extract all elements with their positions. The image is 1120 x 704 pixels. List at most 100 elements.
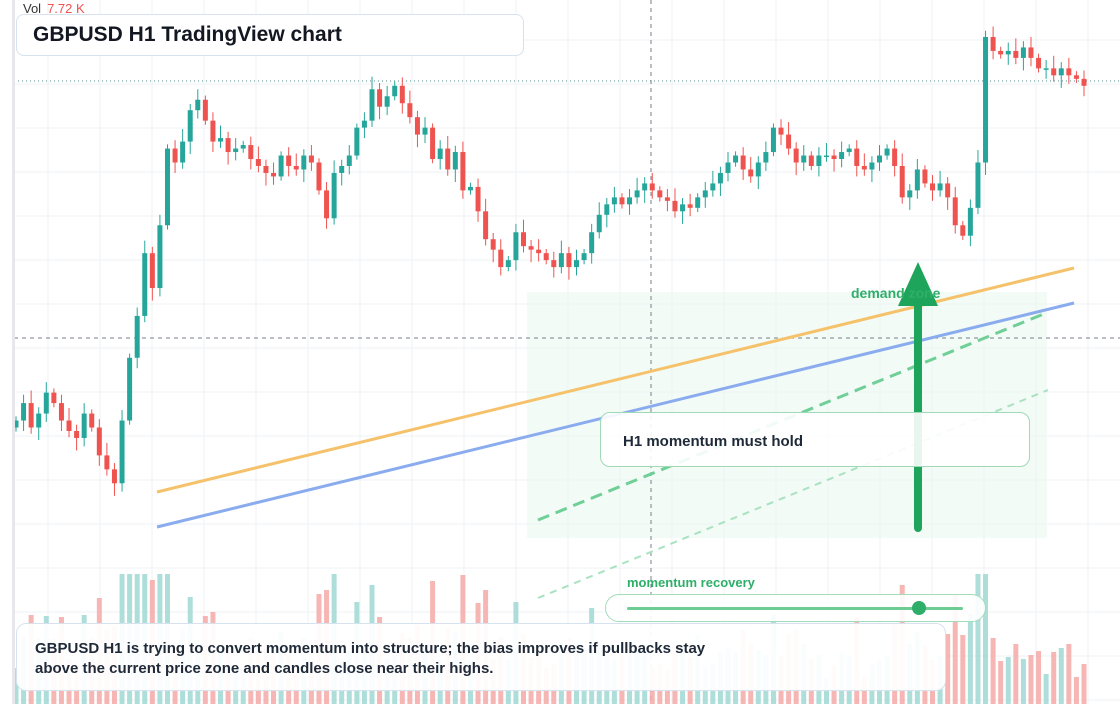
candle	[346, 145, 352, 175]
candle	[445, 136, 451, 176]
candle-body	[149, 253, 155, 289]
candle	[248, 136, 254, 170]
candle-body	[51, 392, 57, 404]
candle	[1051, 55, 1057, 82]
candle-body	[543, 253, 549, 261]
candle	[1081, 70, 1087, 97]
candle-body	[710, 183, 716, 191]
slider-track[interactable]	[627, 607, 963, 610]
candle	[869, 156, 875, 183]
candle	[460, 141, 466, 199]
volume-bar	[967, 614, 973, 704]
candle-body	[286, 155, 292, 166]
candle-body	[324, 190, 330, 219]
candle	[142, 240, 148, 323]
title-card: GBPUSD H1 TradingView chart	[16, 14, 524, 56]
candle	[649, 172, 655, 199]
candle-body	[998, 50, 1004, 55]
candle-body	[937, 183, 943, 191]
candle	[892, 140, 898, 177]
volume-indicator-label: Vol 7.72 K	[23, 1, 85, 16]
momentum-slider[interactable]	[605, 594, 986, 622]
candle-body	[21, 403, 27, 421]
candle-body	[142, 253, 148, 316]
candle-body	[384, 96, 390, 107]
candle	[111, 463, 117, 496]
volume-bar	[998, 661, 1004, 704]
candle-body	[1073, 75, 1079, 79]
candle-body	[13, 420, 19, 428]
candle-body	[725, 162, 731, 173]
candle-body	[422, 127, 428, 135]
candle	[263, 159, 269, 186]
candle-body	[28, 403, 34, 428]
candle	[1020, 41, 1026, 71]
candle-body	[884, 148, 890, 156]
candle	[157, 214, 163, 297]
volume-bar	[1073, 677, 1079, 704]
volume-bar	[960, 635, 966, 704]
candle	[990, 26, 996, 60]
candle-body	[301, 155, 307, 170]
volume-bar	[1036, 651, 1042, 704]
candle	[36, 407, 42, 441]
slider-thumb[interactable]	[912, 601, 927, 615]
candle-body	[611, 197, 617, 205]
candle-body	[407, 103, 413, 118]
volume-value: 7.72 K	[47, 1, 85, 16]
candle	[361, 112, 367, 139]
candle-body	[475, 186, 481, 212]
candle-body	[945, 183, 951, 198]
candle	[339, 159, 345, 186]
candle	[225, 131, 231, 165]
candle	[604, 198, 610, 228]
volume-bar	[952, 594, 958, 704]
candle-body	[763, 152, 769, 163]
candle	[717, 166, 723, 196]
candle-body	[240, 145, 246, 149]
candle-body	[702, 190, 708, 198]
candle	[1073, 71, 1079, 83]
candle	[119, 410, 125, 492]
candle	[589, 223, 595, 264]
candle	[574, 249, 580, 276]
candle	[543, 248, 549, 265]
candle	[74, 424, 80, 451]
candle	[975, 149, 981, 215]
candle-body	[127, 357, 133, 421]
candle	[816, 147, 822, 177]
candle-body	[354, 127, 360, 156]
candle	[619, 193, 625, 209]
candle-body	[134, 315, 140, 358]
up-arrow-head	[898, 262, 938, 306]
candle-body	[778, 127, 784, 135]
candle	[672, 188, 678, 218]
candle	[536, 239, 542, 262]
candle-body	[733, 155, 739, 163]
candle-body	[930, 183, 936, 191]
candle	[430, 123, 436, 164]
candle	[369, 76, 375, 127]
candle-body	[551, 260, 557, 268]
candle-body	[437, 148, 443, 160]
candle-body	[892, 148, 898, 166]
candle-body	[642, 183, 648, 191]
callout-text: H1 momentum must hold	[623, 433, 804, 450]
candle	[384, 85, 390, 116]
candle-body	[627, 197, 633, 205]
candle-body	[649, 183, 655, 191]
volume-bar	[990, 638, 996, 704]
candle	[808, 151, 814, 171]
candle-body	[1020, 47, 1026, 58]
candle-body	[58, 403, 64, 421]
candle-body	[1051, 68, 1057, 76]
candle-body	[104, 455, 110, 470]
candle-body	[558, 253, 564, 268]
candle	[407, 90, 413, 124]
candle-body	[483, 211, 489, 240]
candle	[218, 125, 224, 148]
candle-body	[1066, 68, 1072, 76]
candle-body	[680, 204, 686, 212]
candle-body	[1081, 78, 1087, 86]
candle-body	[369, 89, 375, 121]
